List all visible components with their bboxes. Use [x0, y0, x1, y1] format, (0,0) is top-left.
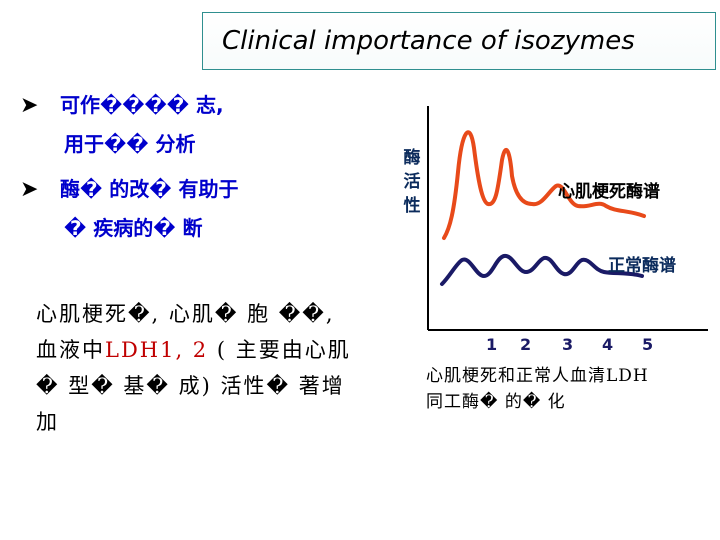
bullet-1-line1: 可作���� 志, [60, 93, 224, 117]
caption-line-1: 心肌梗死和正常人血清LDH [426, 366, 649, 386]
x-tick-label: 5 [642, 335, 653, 354]
bullet-2-line1: 酶� 的改� 有助于 [60, 177, 239, 201]
body-paragraph: 心肌梗死�, 心肌� 胞 ��, 血液中LDH1, 2 ( 主要由心肌� 型� … [36, 296, 366, 440]
normal-curve-label: 正常酶谱 [608, 255, 676, 276]
ldh-highlight: LDH1, 2 [105, 338, 209, 362]
x-tick-label: 4 [602, 335, 613, 354]
body-part-2: ( 主要由心肌� 型� 基� 成) 活性� 著增加 [36, 338, 351, 434]
chart-caption: 心肌梗死和正常人血清LDH 同工酶� 的� 化 [426, 363, 716, 415]
mi-curve-label: 心肌梗死酶谱 [558, 181, 660, 202]
x-tick-label: 1 [486, 335, 497, 354]
slide-title: Clinical importance of isozymes [222, 26, 635, 56]
chart-y-label: 酶活性 [403, 148, 421, 216]
bullet-1-line2: 用于�� 分析 [64, 132, 196, 156]
bullet-2: ➤ 酶� 的改� 有助于 � 疾病的� 断 [20, 170, 238, 247]
normal-curve [440, 253, 644, 286]
x-tick-label: 2 [520, 335, 531, 354]
title-box [202, 12, 716, 70]
caption-line-2: 同工酶� 的� 化 [426, 392, 566, 412]
arrow-bullet-icon: ➤ [20, 93, 39, 118]
body-part-1: 心肌梗死�, 心肌� 胞 ��, 血液中 [36, 302, 335, 362]
ldh-isozyme-chart: 心肌梗死酶谱 正常酶谱 1 2 3 4 5 [427, 106, 708, 354]
bullet-2-line2: � 疾病的� 断 [64, 216, 203, 240]
bullet-1: ➤ 可作���� 志, 用于�� 分析 [20, 86, 224, 163]
x-tick-labels: 1 2 3 4 5 [486, 335, 653, 354]
x-tick-label: 3 [562, 335, 573, 354]
arrow-bullet-icon: ➤ [20, 177, 39, 202]
mi-curve [442, 130, 646, 240]
